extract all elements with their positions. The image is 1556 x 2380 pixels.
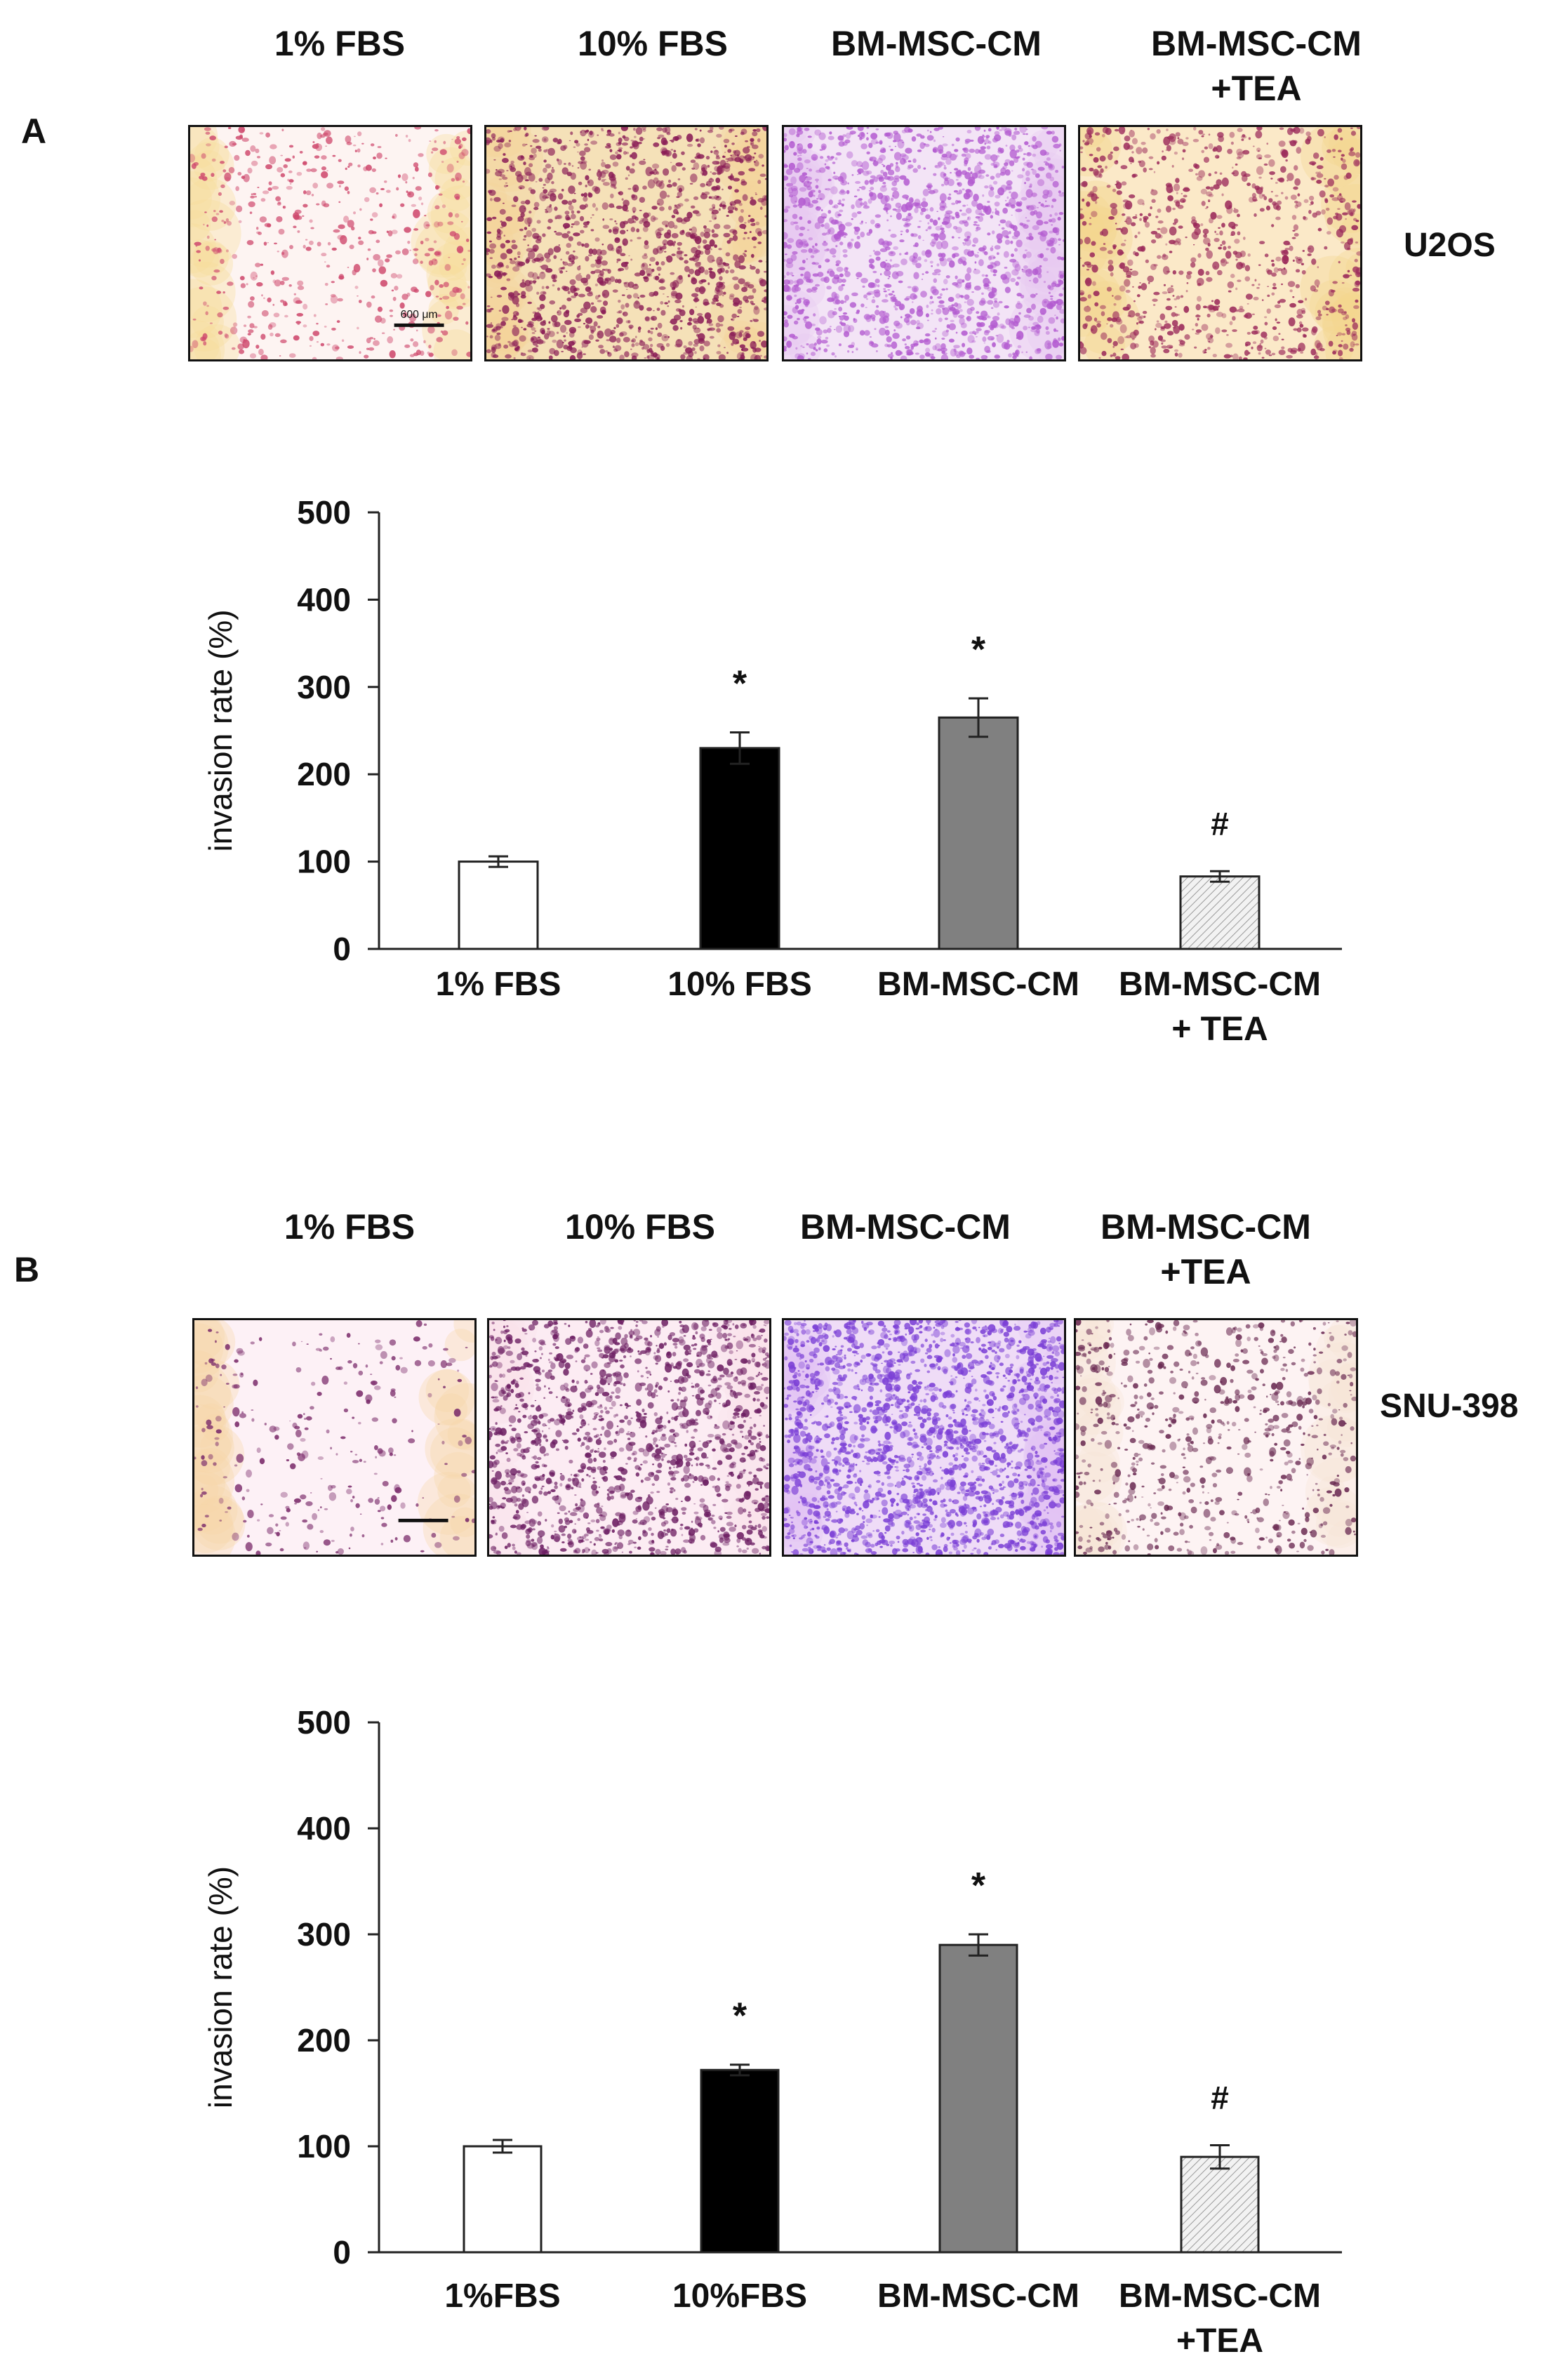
title-line: 10% FBS (578, 24, 728, 63)
bar (463, 2145, 543, 2254)
stain-texture (190, 127, 470, 359)
scale-bar (398, 1518, 448, 1522)
x-category-label: 10% FBS (667, 966, 811, 1003)
stain-texture (489, 1320, 769, 1555)
error-bar (730, 731, 750, 765)
panel-a-column-title-4: BM-MSC-CM +TEA (1102, 21, 1411, 111)
stain-texture (784, 127, 1064, 359)
stain-texture (1080, 127, 1360, 359)
panel-letter-b: B (14, 1250, 40, 1289)
error-bar (730, 2063, 750, 2077)
bar (458, 860, 539, 950)
title-line: BM-MSC-CM (831, 24, 1042, 63)
panel-b-cell-line-label: SNU-398 (1380, 1388, 1519, 1425)
title-line: +TEA (1160, 1252, 1251, 1291)
y-tick-label: 400 (297, 1810, 351, 1847)
bar (699, 747, 780, 950)
y-tick-label: 300 (297, 669, 351, 705)
significance-marker: * (971, 1866, 986, 1906)
micrograph-canvas: 600 μm (190, 127, 470, 359)
x-category-label: + TEA (1171, 1011, 1268, 1048)
title-line: BM-MSC-CM (1100, 1207, 1311, 1246)
panel-a-micrograph-3 (782, 125, 1066, 361)
panel-b-micrograph-1 (192, 1318, 477, 1557)
x-category-label: BM-MSC-CM (877, 2278, 1079, 2315)
x-category-label: 1%FBS (444, 2278, 560, 2315)
title-line: +TEA (1211, 69, 1302, 108)
scale-bar: 600 μm (394, 309, 444, 327)
panel-b-column-title-3: BM-MSC-CM (751, 1204, 1060, 1249)
title-line: 1% FBS (284, 1207, 415, 1246)
stain-texture (194, 1320, 474, 1555)
stain-texture (1076, 1320, 1356, 1555)
title-line: 1% FBS (274, 24, 406, 63)
significance-marker: * (971, 630, 986, 670)
panel-b-column-title-4: BM-MSC-CM +TEA (1051, 1204, 1360, 1294)
panel-a-column-title-1: 1% FBS (185, 21, 494, 66)
bar (938, 1943, 1018, 2254)
bar (1180, 2155, 1260, 2254)
bar (1179, 875, 1261, 950)
panel-b-micrograph-4 (1074, 1318, 1358, 1557)
micrograph-background (1080, 127, 1360, 359)
title-line: BM-MSC-CM (1151, 24, 1362, 63)
title-line: 10% FBS (565, 1207, 715, 1246)
panel-b-column-title-1: 1% FBS (195, 1204, 504, 1249)
micrograph-canvas (1080, 127, 1360, 359)
panel-a-micrograph-2 (484, 125, 769, 361)
scale-bar-label: 600 μm (401, 309, 438, 321)
y-tick-label: 100 (297, 844, 351, 880)
error-bar (493, 2139, 512, 2154)
y-tick-label: 0 (333, 931, 351, 967)
panel-a-micrograph-1: 600 μm (188, 125, 472, 361)
significance-marker: # (1211, 2079, 1229, 2115)
x-category-label: BM-MSC-CM (877, 966, 1079, 1003)
chart-a: 0 100 200 300 400 500 invasion rate (%) 1% FBS *… (202, 494, 1342, 1048)
panel-a-cell-line-label: U2OS (1404, 227, 1496, 264)
significance-marker: * (733, 663, 747, 704)
micrograph-canvas (486, 127, 766, 359)
panel-a-column-title-3: BM-MSC-CM (782, 21, 1091, 66)
y-tick-label: 0 (333, 2234, 351, 2271)
micrograph-canvas (784, 1320, 1064, 1555)
y-tick-label: 200 (297, 2022, 351, 2059)
micrograph-canvas (194, 1320, 474, 1555)
stain-texture (784, 1320, 1064, 1555)
chart-b: 0 100 200 300 400 500 invasion rate (%) 1%FBS * 1… (202, 1704, 1342, 2360)
panel-b-micrograph-3 (782, 1318, 1066, 1557)
bar (938, 716, 1019, 950)
x-category-label: BM-MSC-CM (1119, 2278, 1321, 2315)
panel-b-micrograph-2 (487, 1318, 771, 1557)
y-tick-label: 400 (297, 581, 351, 618)
panel-a-column-title-2: 10% FBS (498, 21, 807, 66)
panel-letter-a: A (21, 112, 47, 151)
error-bar (1210, 2143, 1230, 2170)
y-axis-label: invasion rate (%) (202, 609, 239, 851)
y-tick-label: 500 (297, 494, 351, 531)
error-bar (969, 697, 988, 738)
error-bar (488, 855, 508, 868)
significance-marker: # (1211, 805, 1229, 842)
micrograph-background (194, 1320, 474, 1555)
title-line: BM-MSC-CM (800, 1207, 1011, 1246)
x-category-label: +TEA (1176, 2322, 1263, 2360)
y-tick-label: 100 (297, 2128, 351, 2165)
panel-a-micrograph-4 (1078, 125, 1362, 361)
y-axis-label: invasion rate (%) (202, 1866, 239, 2108)
y-tick-label: 300 (297, 1916, 351, 1953)
x-category-label: 1% FBS (436, 966, 561, 1003)
significance-marker: * (733, 1996, 747, 2037)
panel-b-column-title-2: 10% FBS (486, 1204, 794, 1249)
y-tick-label: 500 (297, 1704, 351, 1741)
micrograph-canvas (1076, 1320, 1356, 1555)
bar (700, 2068, 780, 2254)
error-bar (969, 1933, 988, 1957)
micrograph-canvas (784, 127, 1064, 359)
stain-texture (486, 127, 766, 359)
y-tick-label: 200 (297, 756, 351, 792)
error-bar (1210, 870, 1230, 883)
x-category-label: BM-MSC-CM (1119, 966, 1321, 1003)
x-category-label: 10%FBS (672, 2278, 807, 2315)
micrograph-canvas (489, 1320, 769, 1555)
